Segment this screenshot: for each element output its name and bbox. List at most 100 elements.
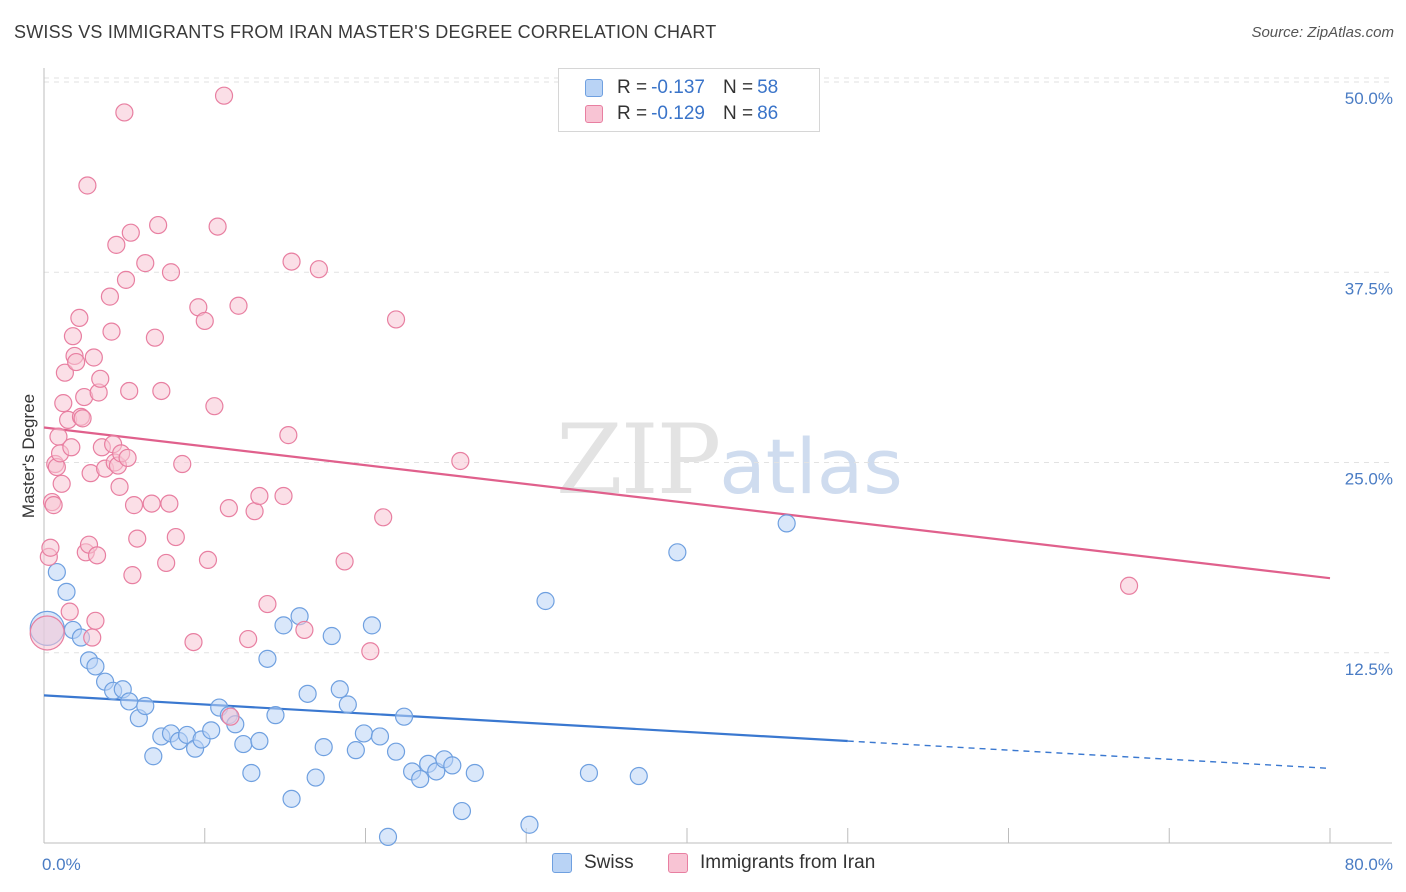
x-tick-label-min: 0.0% bbox=[42, 855, 81, 874]
chart-title: SWISS VS IMMIGRANTS FROM IRAN MASTER'S D… bbox=[14, 22, 717, 42]
iran-point bbox=[121, 223, 140, 242]
swiss-point bbox=[306, 768, 325, 787]
series-label-swiss: Swiss bbox=[584, 852, 634, 873]
swiss-point bbox=[370, 727, 390, 746]
iran-point bbox=[145, 328, 165, 347]
grid-lines bbox=[44, 77, 1392, 654]
swiss-point bbox=[362, 616, 382, 635]
iran-point bbox=[250, 486, 269, 506]
legend-swatch-iran bbox=[585, 105, 603, 123]
swiss-point bbox=[314, 738, 333, 757]
swiss-point bbox=[120, 692, 139, 711]
series-legend-iran[interactable]: Immigrants from Iran bbox=[668, 852, 875, 874]
x-tick-label-max: 80.0% bbox=[1345, 855, 1393, 874]
iran-point bbox=[245, 502, 264, 521]
iran-point bbox=[102, 322, 121, 341]
iran-point bbox=[123, 566, 142, 585]
iran-point bbox=[87, 546, 107, 565]
legend-n-label: N = bbox=[722, 77, 754, 98]
iran-trend-line bbox=[43, 426, 1331, 580]
iran-point bbox=[115, 103, 134, 122]
iran-point bbox=[157, 553, 176, 573]
iran-point bbox=[110, 477, 129, 496]
swiss-trend-extension bbox=[847, 740, 1331, 770]
iran-point bbox=[166, 527, 185, 547]
iran-point bbox=[60, 602, 79, 621]
swiss-point bbox=[354, 724, 373, 743]
iran-point bbox=[54, 394, 73, 413]
iran-point bbox=[116, 270, 136, 289]
swiss-point bbox=[338, 695, 357, 714]
legend-r-value: -0.137 bbox=[651, 77, 705, 98]
iran-point bbox=[1119, 576, 1139, 595]
iran-point bbox=[55, 363, 74, 382]
swiss-point bbox=[57, 582, 76, 601]
iran-point bbox=[70, 308, 89, 328]
legend-n-label: N = bbox=[722, 103, 754, 124]
iran-point bbox=[173, 454, 192, 474]
stats-legend: R = -0.137 N = 58 R = -0.129 N = 86 bbox=[558, 68, 820, 132]
swiss-point bbox=[250, 731, 269, 751]
swiss-point bbox=[777, 514, 796, 533]
swiss-trend-line bbox=[43, 694, 848, 743]
iran-point bbox=[52, 474, 71, 493]
swiss-point bbox=[144, 747, 163, 766]
swiss-point bbox=[202, 721, 221, 740]
swiss-point bbox=[266, 706, 285, 725]
swiss-point bbox=[452, 801, 472, 821]
y-axis-title: Master's Degree bbox=[19, 394, 38, 518]
y-tick-label: 50.0% bbox=[1345, 89, 1393, 108]
series-legend-swiss[interactable]: Swiss bbox=[552, 852, 634, 874]
legend-n-value: 86 bbox=[757, 103, 779, 124]
iran-point bbox=[100, 287, 120, 306]
iran-point bbox=[160, 494, 179, 513]
iran-point bbox=[84, 348, 103, 367]
y-tick-label: 12.5% bbox=[1345, 660, 1393, 679]
iran-point bbox=[152, 381, 171, 401]
iran-point bbox=[149, 215, 168, 235]
swiss-point bbox=[536, 591, 555, 611]
trend-lines bbox=[43, 426, 1331, 770]
legend-n-value: 58 bbox=[757, 77, 779, 98]
iran-point bbox=[451, 451, 470, 471]
watermark-atlas: atlas bbox=[719, 422, 903, 511]
legend-r-label: R = bbox=[617, 77, 648, 98]
iran-point bbox=[282, 252, 301, 271]
series-swatch-swiss bbox=[552, 853, 572, 873]
swiss-point bbox=[234, 734, 253, 754]
iran-point bbox=[239, 629, 258, 649]
legend-r-value: -0.129 bbox=[651, 103, 705, 124]
iran-point bbox=[214, 86, 234, 105]
swiss-point bbox=[629, 766, 648, 786]
iran-point bbox=[63, 327, 83, 346]
legend-row-iran: R = -0.129 N = 86 bbox=[585, 103, 778, 125]
swiss-point bbox=[86, 657, 105, 676]
swiss-point bbox=[346, 741, 365, 760]
swiss-point bbox=[47, 562, 66, 582]
iran-point bbox=[229, 296, 248, 315]
iran-point bbox=[374, 508, 393, 527]
iran-point bbox=[221, 707, 240, 726]
legend-r-label: R = bbox=[617, 103, 648, 124]
iran-point bbox=[118, 448, 137, 468]
iran-point bbox=[205, 397, 224, 416]
iran-point bbox=[208, 217, 227, 236]
swiss-point bbox=[394, 707, 414, 726]
iran-point bbox=[86, 611, 105, 630]
swiss-point bbox=[136, 696, 155, 716]
swiss-point bbox=[322, 626, 341, 646]
iran-point bbox=[73, 409, 92, 428]
iran-point bbox=[142, 494, 161, 513]
iran-point bbox=[335, 552, 354, 571]
iran-point bbox=[128, 529, 147, 548]
iran-point bbox=[83, 628, 102, 647]
swiss-point bbox=[242, 763, 261, 783]
source-label: Source: ZipAtlas.com bbox=[1251, 24, 1394, 41]
axes bbox=[43, 68, 1392, 844]
swiss-point bbox=[258, 649, 277, 668]
iran-point bbox=[78, 176, 97, 195]
series-legend: Swiss Immigrants from Iran bbox=[0, 852, 1406, 876]
swiss-point bbox=[465, 763, 484, 783]
swiss-point bbox=[579, 763, 599, 783]
